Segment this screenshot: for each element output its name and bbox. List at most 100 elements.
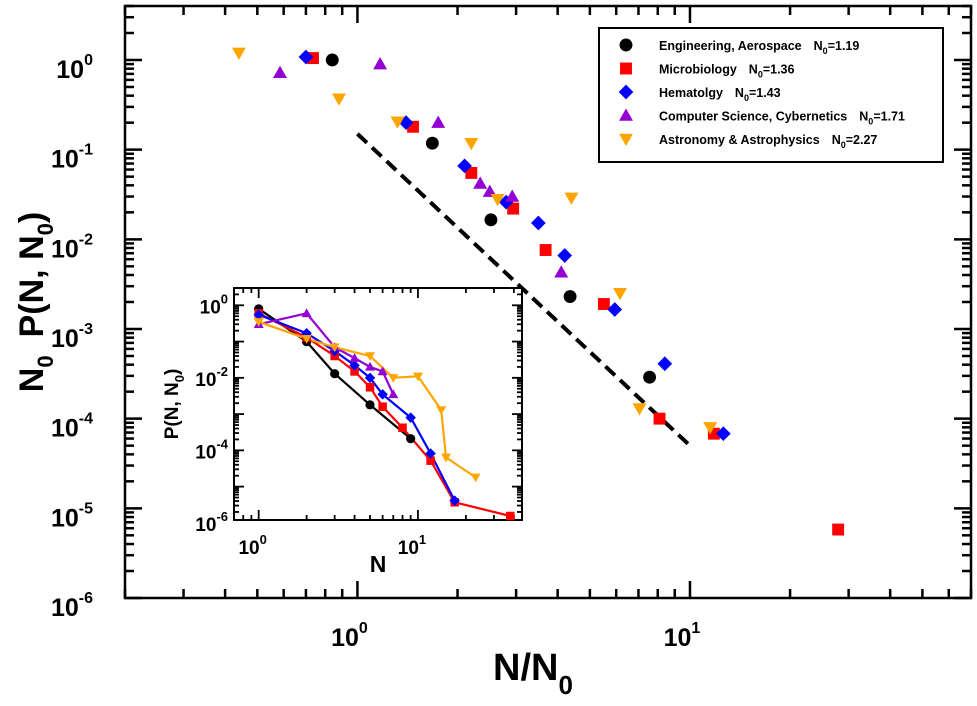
inset-x-axis-title: N <box>370 551 387 577</box>
main-y-tick-label-2: 10-2 <box>51 231 93 263</box>
legend-n0-value: =1.19 <box>828 39 860 53</box>
inset-point-hematolgy-4 <box>364 372 376 384</box>
main-point-microbiology-3 <box>507 202 520 215</box>
main-x-tick-label-1-base: 10 <box>664 624 692 652</box>
main-point-microbiology-1 <box>407 120 420 133</box>
inset-y-tick-label-3-base: 10 <box>195 515 216 536</box>
main-point-computer-science-cybernetics-2 <box>431 115 446 128</box>
main-y-axis-title-prefix-sub: 0 <box>33 355 58 367</box>
legend-series-name: Astronomy & Astrophysics <box>659 133 820 147</box>
main-x-axis-title: N/N0 <box>493 647 573 700</box>
inset-y-tick-label-0: 100 <box>200 291 228 318</box>
legend-n0-value: =1.36 <box>763 63 795 77</box>
main-point-computer-science-cybernetics-4 <box>482 184 497 197</box>
main-point-microbiology-5 <box>597 298 610 310</box>
main-point-engineering-aerospace-1 <box>425 136 439 150</box>
main-point-engineering-aerospace-2 <box>484 213 498 227</box>
main-y-tick-label-4-base: 10 <box>51 415 79 443</box>
inset-frame <box>233 287 523 521</box>
main-point-computer-science-cybernetics-6 <box>554 265 569 278</box>
inset-x-tick-label-0-base: 10 <box>238 538 259 559</box>
legend-n0-sub: 0 <box>823 46 828 56</box>
main-point-engineering-aerospace-3 <box>563 290 577 303</box>
legend-n0-label: N <box>859 110 868 124</box>
main-y-tick-label-2-exponent: -2 <box>79 231 93 248</box>
inset-point-microbiology-5 <box>378 402 387 411</box>
inset-y-axis-title-main: P(N, N <box>162 382 183 439</box>
inset-y-tick-label-2: 10-4 <box>195 436 228 463</box>
legend-label-hematolgy: Hematolgy N0=1.43 <box>659 86 781 103</box>
inset-x-tick-label-0: 100 <box>238 532 266 559</box>
inset-y-tick-label-3: 10-6 <box>195 509 228 536</box>
legend-series-name: Computer Science, Cybernetics <box>659 110 847 124</box>
legend-n0-label: N <box>832 133 841 147</box>
main-x-axis-title-sub: 0 <box>558 670 572 700</box>
inset-point-computer-science-cybernetics-1 <box>301 308 312 318</box>
main-y-tick-label-0: 100 <box>56 52 93 84</box>
inset-point-hematolgy-6 <box>405 412 416 423</box>
inset-x-tick-label-0-exponent: 0 <box>260 532 267 547</box>
main-point-computer-science-cybernetics-1 <box>373 57 388 70</box>
main-point-microbiology-7 <box>707 427 720 440</box>
legend-marker-astronomy-astrophysics <box>619 133 633 146</box>
legend-marker-hematolgy <box>618 84 634 100</box>
main-point-hematolgy-8 <box>715 426 731 442</box>
legend-series-name: Engineering, Aerospace <box>659 39 802 53</box>
main-point-microbiology-4 <box>539 244 552 256</box>
legend-marker-engineering-aerospace <box>619 38 633 52</box>
inset-point-hematolgy-5 <box>377 389 388 400</box>
main-ticks <box>123 4 973 600</box>
legend-label-engineering-aerospace: Engineering, Aerospace N0=1.19 <box>659 39 859 56</box>
main-point-astronomy-astrophysics-3 <box>464 137 479 151</box>
inset-line-microbiology <box>258 312 511 518</box>
legend-n0-value: =2.27 <box>846 133 878 147</box>
inset-y-tick-label-2-exponent: -4 <box>216 436 228 451</box>
main-point-microbiology-0 <box>307 52 319 65</box>
main-x-tick-label-0: 100 <box>331 620 368 652</box>
inset-x-tick-label-1-exponent: 1 <box>419 532 426 547</box>
main-point-astronomy-astrophysics-6 <box>613 288 628 301</box>
inset-y-tick-label-1-exponent: -2 <box>216 364 228 379</box>
inset-data-points <box>253 304 515 521</box>
main-y-axis-title: N0P(N, N0) <box>13 212 58 392</box>
legend-n0-label: N <box>749 63 758 77</box>
inset-y-tick-label-1: 10-2 <box>195 364 228 391</box>
main-y-tick-label-6: 10-6 <box>51 590 93 622</box>
inset-y-tick-label-0-base: 10 <box>200 297 221 318</box>
inset-point-computer-science-cybernetics-5 <box>377 366 388 376</box>
main-point-microbiology-8 <box>832 523 845 536</box>
main-point-astronomy-astrophysics-7 <box>632 403 647 416</box>
legend-series-name: Hematolgy <box>659 86 723 100</box>
main-x-axis-title-text: N/N <box>493 647 558 689</box>
inset-point-computer-science-cybernetics-4 <box>365 361 376 371</box>
main-y-tick-label-1-exponent: -1 <box>79 142 93 159</box>
main-point-hematolgy-3 <box>498 194 514 210</box>
main-point-hematolgy-5 <box>557 248 573 263</box>
inset-point-computer-science-cybernetics-6 <box>388 389 399 399</box>
main-point-astronomy-astrophysics-2 <box>390 116 405 129</box>
legend-marker-microbiology <box>620 62 632 75</box>
main-point-computer-science-cybernetics-5 <box>505 189 520 202</box>
inset-point-astronomy-astrophysics-6 <box>436 406 447 415</box>
inset-y-axis-title-sub: 0 <box>172 375 187 382</box>
inset-y-tick-label-1-base: 10 <box>195 370 216 391</box>
main-y-tick-label-6-base: 10 <box>51 594 79 622</box>
legend-n0-value: =1.71 <box>873 110 905 124</box>
inset-point-astronomy-astrophysics-4 <box>388 374 399 383</box>
inset-point-hematolgy-8 <box>449 495 460 506</box>
main-point-engineering-aerospace-0 <box>325 53 339 67</box>
main-y-axis-title-sub: 0 <box>33 223 58 235</box>
main-x-tick-label-0-exponent: 0 <box>359 620 368 637</box>
main-y-axis-title-prefix: N <box>13 368 51 393</box>
main-x-tick-label-1-exponent: 1 <box>691 620 700 637</box>
legend-n0-sub: 0 <box>868 117 873 127</box>
main-data-points <box>231 47 845 536</box>
main-y-tick-label-5-base: 10 <box>51 504 79 532</box>
inset-point-astronomy-astrophysics-0 <box>253 318 264 327</box>
legend-series-name: Microbiology <box>659 63 737 77</box>
main-y-tick-label-6-exponent: -6 <box>79 590 93 607</box>
